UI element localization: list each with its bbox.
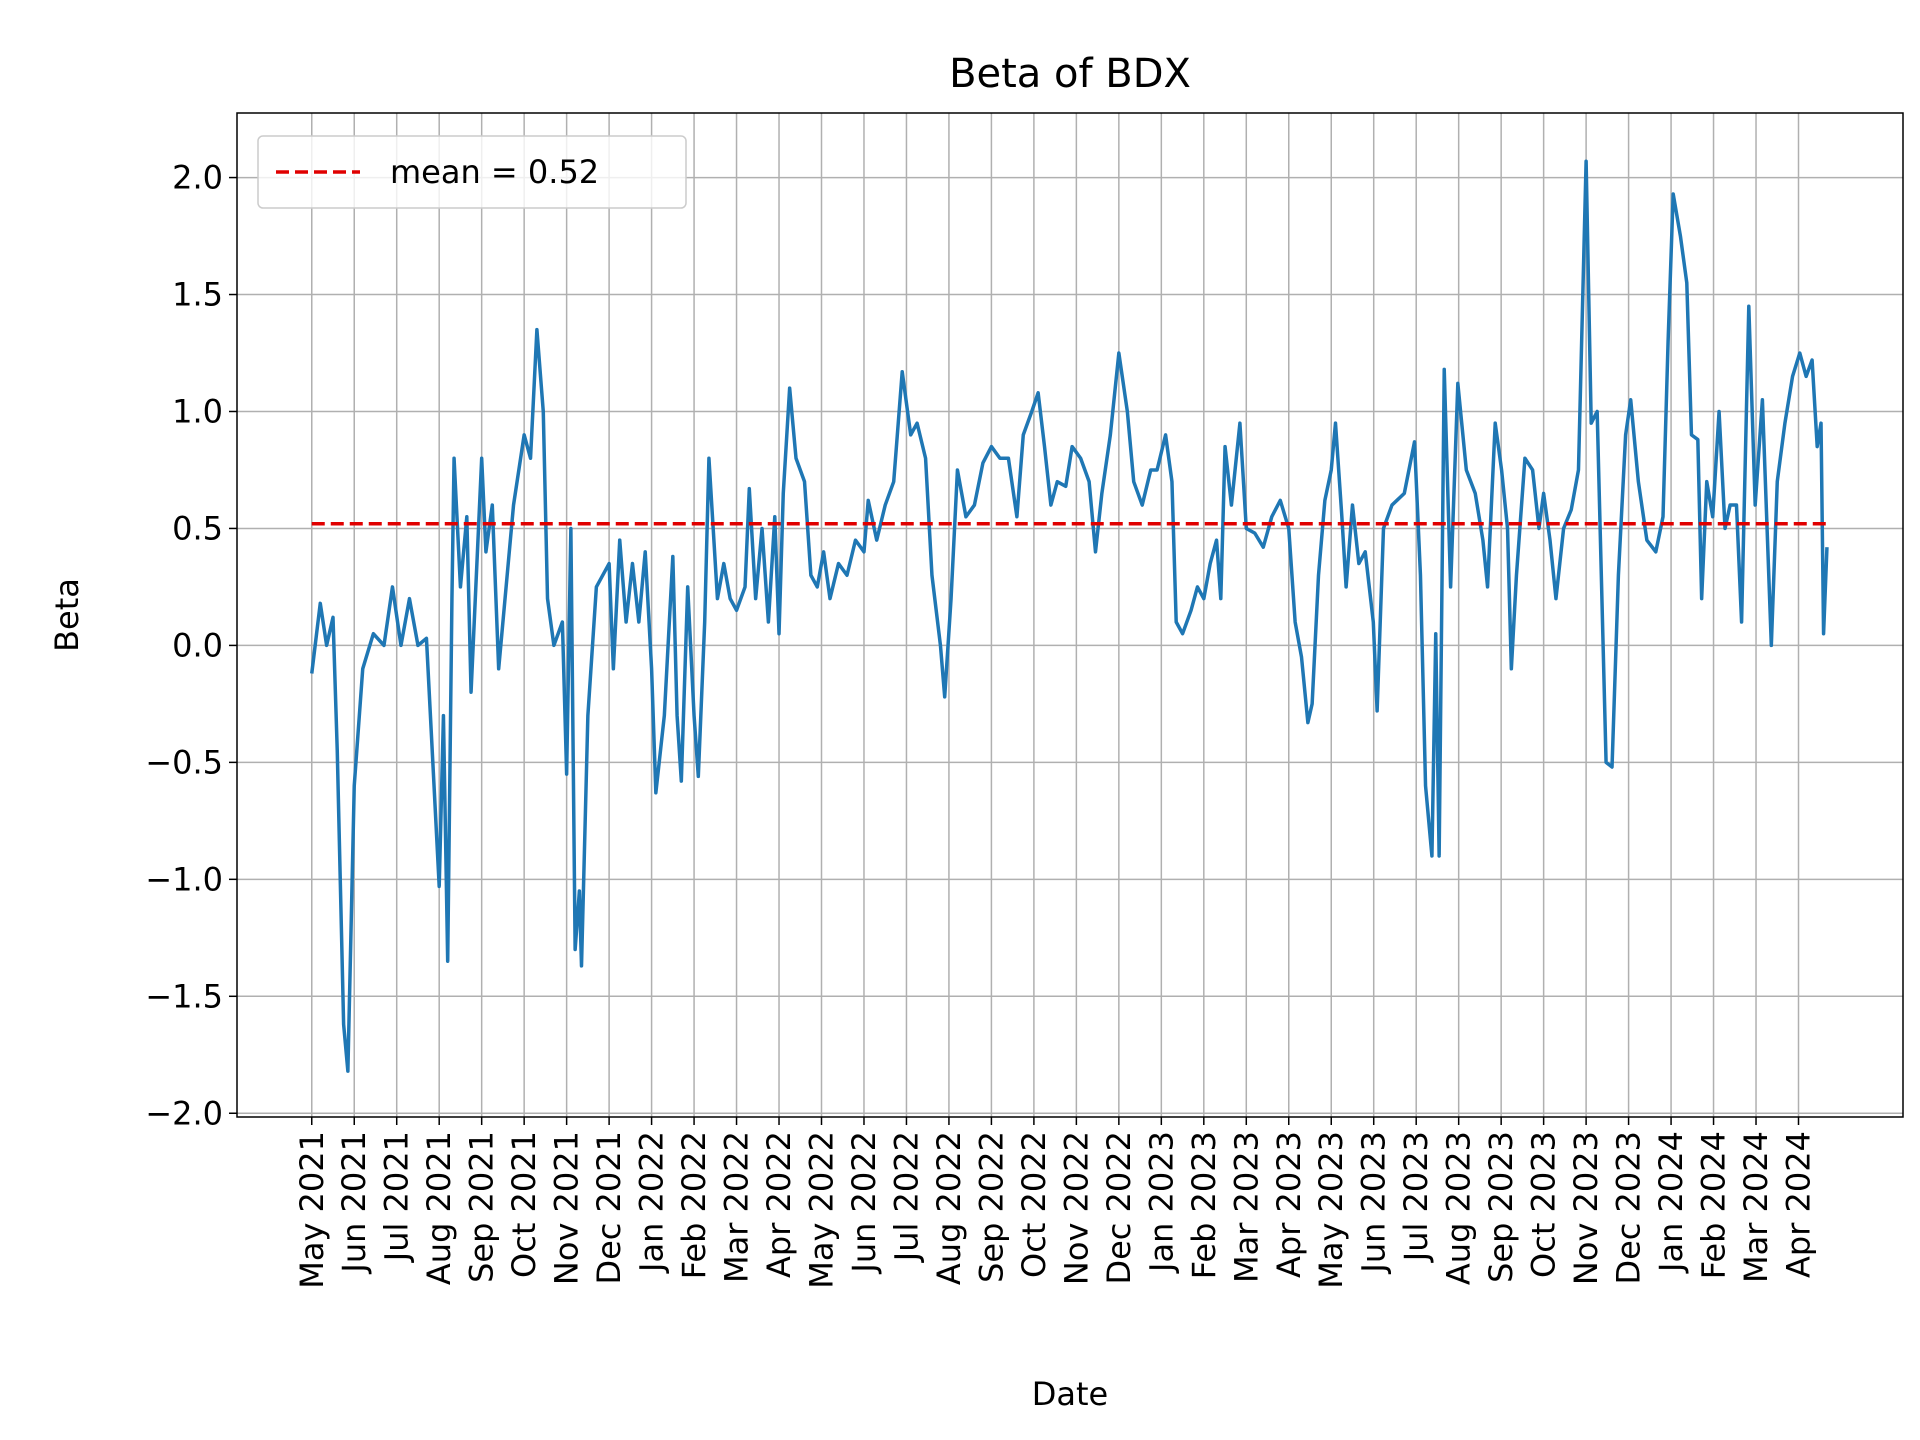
- x-tick-label: Mar 2022: [718, 1131, 756, 1283]
- x-tick-label: Jan 2023: [1142, 1131, 1180, 1274]
- x-tick-label: Sep 2021: [463, 1131, 501, 1283]
- x-tick-label: Aug 2023: [1440, 1131, 1478, 1285]
- data-line: [310, 159, 1829, 1073]
- y-tick-label: −1.0: [145, 860, 223, 898]
- legend-label: mean = 0.52: [390, 153, 599, 191]
- legend-box: [257, 135, 687, 209]
- x-tick-label: Jan 2022: [633, 1131, 671, 1274]
- y-tick-label: −2.0: [145, 1094, 223, 1132]
- x-tick-label: Mar 2024: [1737, 1131, 1775, 1283]
- x-tick-label: Oct 2021: [505, 1131, 543, 1278]
- x-tick-label: Jul 2023: [1397, 1131, 1435, 1263]
- x-tick-label: Oct 2023: [1525, 1131, 1563, 1278]
- y-tick-label: −0.5: [145, 743, 223, 781]
- y-tick-label: −1.5: [145, 977, 223, 1015]
- x-tick-label: Jul 2021: [378, 1131, 416, 1263]
- y-tick-label: 0.5: [172, 509, 223, 547]
- x-tick-label: May 2023: [1312, 1131, 1350, 1289]
- x-tick-label: Nov 2022: [1057, 1131, 1095, 1285]
- axes-frame: [236, 112, 1904, 1118]
- x-tick-label: Dec 2021: [590, 1131, 628, 1285]
- x-tick-label: May 2022: [803, 1131, 841, 1289]
- x-tick-label: Jun 2021: [335, 1131, 373, 1275]
- x-tick-label: Nov 2023: [1567, 1131, 1605, 1285]
- x-tick-label: Mar 2023: [1227, 1131, 1265, 1283]
- x-tick-label: Aug 2022: [930, 1131, 968, 1285]
- x-tick-label: Nov 2021: [548, 1131, 586, 1285]
- x-tick-label: Jan 2024: [1652, 1131, 1690, 1274]
- x-tick-label: Jun 2023: [1355, 1131, 1393, 1275]
- x-tick-label: Sep 2023: [1482, 1131, 1520, 1283]
- x-tick-label: Apr 2024: [1780, 1131, 1818, 1278]
- x-tick-label: Oct 2022: [1015, 1131, 1053, 1278]
- x-tick-label: Aug 2021: [420, 1131, 458, 1285]
- x-tick-label: Feb 2024: [1695, 1131, 1733, 1279]
- chart-title: Beta of BDX: [949, 51, 1191, 97]
- x-tick-label: Jul 2022: [887, 1131, 925, 1263]
- x-tick-label: Apr 2022: [760, 1131, 798, 1278]
- x-axis-label: Date: [1032, 1375, 1108, 1413]
- x-tick-label: Dec 2023: [1610, 1131, 1648, 1285]
- x-tick-label: Feb 2023: [1185, 1131, 1223, 1279]
- x-tick-label: Jun 2022: [845, 1131, 883, 1275]
- x-tick-label: May 2021: [293, 1131, 331, 1289]
- x-tick-label: Feb 2022: [675, 1131, 713, 1279]
- y-tick-label: 1.5: [172, 276, 223, 314]
- y-tick-label: 0.0: [172, 626, 223, 664]
- y-axis-label: Beta: [48, 578, 86, 652]
- x-tick-label: Apr 2023: [1270, 1131, 1308, 1278]
- x-tick-label: Dec 2022: [1100, 1131, 1138, 1285]
- y-tick-label: 2.0: [172, 159, 223, 197]
- x-tick-label: Sep 2022: [972, 1131, 1010, 1283]
- y-tick-label: 1.0: [172, 392, 223, 430]
